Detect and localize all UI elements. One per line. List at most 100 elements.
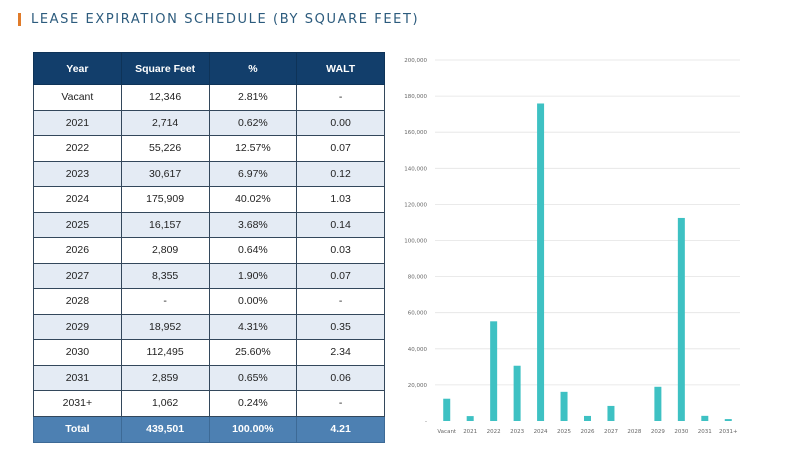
cell-year: 2027: [33, 262, 122, 289]
table-body: Vacant 12,346 2.81% -2021 2,714 0.62% 0.00 2022…: [33, 84, 385, 417]
y-tick-label: 100,000: [404, 239, 427, 245]
cell-percent: 3.68%: [208, 211, 298, 238]
cell-square-feet: 175,909: [120, 186, 210, 213]
cell-percent: 6.97%: [208, 160, 298, 187]
cell-percent: 0.24%: [208, 390, 298, 417]
bar-2024: [537, 103, 545, 421]
page-title: LEASE EXPIRATION SCHEDULE (BY SQUARE FEE…: [31, 11, 420, 27]
cell-year: 2030: [33, 339, 122, 366]
table-row: 2025 16,157 3.68% 0.14: [33, 211, 385, 238]
table-row: 2028-0.00% -: [33, 288, 385, 315]
bar-2022: [490, 321, 498, 421]
cell-square-feet: 30,617: [120, 160, 210, 187]
x-tick-label: 2030: [674, 429, 688, 435]
cell-walt: -: [296, 390, 385, 417]
cell-percent: 2.81%: [208, 84, 298, 111]
total-walt: 4.21: [296, 415, 385, 443]
bar-2021: [466, 416, 474, 421]
cell-year: 2029: [33, 313, 122, 340]
cell-year: Vacant: [33, 84, 122, 111]
table-row: 2024 175,909 40.02% 1.03: [33, 186, 385, 213]
cell-year: 2025: [33, 211, 122, 238]
x-tick-label: 2021: [463, 429, 477, 435]
y-tick-label: 40,000: [408, 347, 428, 353]
cell-square-feet: 2,809: [120, 237, 210, 264]
cell-square-feet: 16,157: [120, 211, 210, 238]
table-header-row: Year Square Feet % WALT: [33, 52, 385, 85]
cell-percent: 1.90%: [208, 262, 298, 289]
cell-square-feet: 1,062: [120, 390, 210, 417]
cell-walt: 0.07: [296, 135, 385, 162]
bar-2027: [607, 405, 615, 421]
header-square-feet: Square Feet: [120, 52, 210, 85]
cell-percent: 0.62%: [208, 109, 298, 136]
cell-walt: 0.03: [296, 237, 385, 264]
cell-year: 2024: [33, 186, 122, 213]
cell-walt: 0.00: [296, 109, 385, 136]
table-row: 2022 55,226 12.57% 0.07: [33, 135, 385, 162]
square-feet-bar-chart: - 20,000 40,000 60,000 80,000 100,000 120,000 1…: [404, 58, 740, 435]
total-square-feet: 439,501: [120, 415, 210, 443]
cell-walt: 1.03: [296, 186, 385, 213]
cell-walt: 0.06: [296, 364, 385, 391]
x-tick-label: 2024: [534, 429, 548, 435]
cell-walt: 0.14: [296, 211, 385, 238]
cell-square-feet: 12,346: [120, 84, 210, 111]
y-tick-label: 160,000: [404, 130, 427, 136]
x-tick-label: 2022: [487, 429, 501, 435]
total-label: Total: [33, 415, 122, 443]
cell-walt: -: [296, 84, 385, 111]
cell-year: 2022: [33, 135, 122, 162]
x-tick-label: 2027: [604, 429, 618, 435]
bar-2029: [654, 386, 662, 421]
y-tick-label: 180,000: [404, 94, 427, 100]
table-row: 2029 18,952 4.31% 0.35: [33, 313, 385, 340]
cell-percent: 25.60%: [208, 339, 298, 366]
x-tick-label: 2031+: [719, 429, 738, 435]
y-tick-label: 140,000: [404, 166, 427, 172]
y-tick-label: 60,000: [408, 311, 428, 317]
cell-percent: 12.57%: [208, 135, 298, 162]
cell-percent: 4.31%: [208, 313, 298, 340]
bar-2025: [560, 391, 568, 421]
table-row: 2027 8,355 1.90% 0.07: [33, 262, 385, 289]
y-tick-label: 80,000: [408, 275, 428, 281]
bar-2031: [701, 415, 709, 421]
cell-walt: 0.35: [296, 313, 385, 340]
bar-vacant: [443, 398, 451, 421]
cell-walt: 2.34: [296, 339, 385, 366]
x-tick-label: 2023: [510, 429, 524, 435]
cell-walt: -: [296, 288, 385, 315]
x-tick-label: 2025: [557, 429, 571, 435]
table-row: 2030 112,495 25.60% 2.34: [33, 339, 385, 366]
cell-year: 2026: [33, 237, 122, 264]
cell-square-feet: 2,859: [120, 364, 210, 391]
table-total-row: Total 439,501 100.00% 4.21: [33, 415, 385, 443]
header-walt: WALT: [296, 52, 385, 85]
y-tick-label: 200,000: [404, 58, 427, 64]
cell-year: 2028: [33, 288, 122, 315]
lease-expiration-table: Year Square Feet % WALT Vacant 12,346 2.81…: [33, 52, 385, 443]
cell-square-feet: 18,952: [120, 313, 210, 340]
table-row: 2031 2,859 0.65% 0.06: [33, 364, 385, 391]
x-tick-label: 2026: [581, 429, 595, 435]
table-row: Vacant 12,346 2.81% -: [33, 84, 385, 111]
cell-percent: 40.02%: [208, 186, 298, 213]
cell-square-feet: 55,226: [120, 135, 210, 162]
header-percent: %: [208, 52, 298, 85]
bar-2026: [584, 415, 591, 421]
cell-percent: 0.64%: [208, 237, 298, 264]
x-tick-label: 2031: [698, 429, 712, 435]
cell-year: 2021: [33, 109, 122, 136]
cell-walt: 0.12: [296, 160, 385, 187]
x-tick-label: Vacant: [437, 429, 457, 435]
cell-percent: 0.65%: [208, 364, 298, 391]
title-bar: LEASE EXPIRATION SCHEDULE (BY SQUARE FEE…: [18, 11, 420, 27]
cell-square-feet: 8,355: [120, 262, 210, 289]
y-tick-label: 20,000: [408, 383, 428, 389]
bar-2023: [513, 365, 521, 421]
cell-square-feet: -: [120, 288, 210, 315]
y-tick-label: -: [425, 419, 427, 425]
x-tick-label: 2029: [651, 429, 665, 435]
cell-year: 2031: [33, 364, 122, 391]
